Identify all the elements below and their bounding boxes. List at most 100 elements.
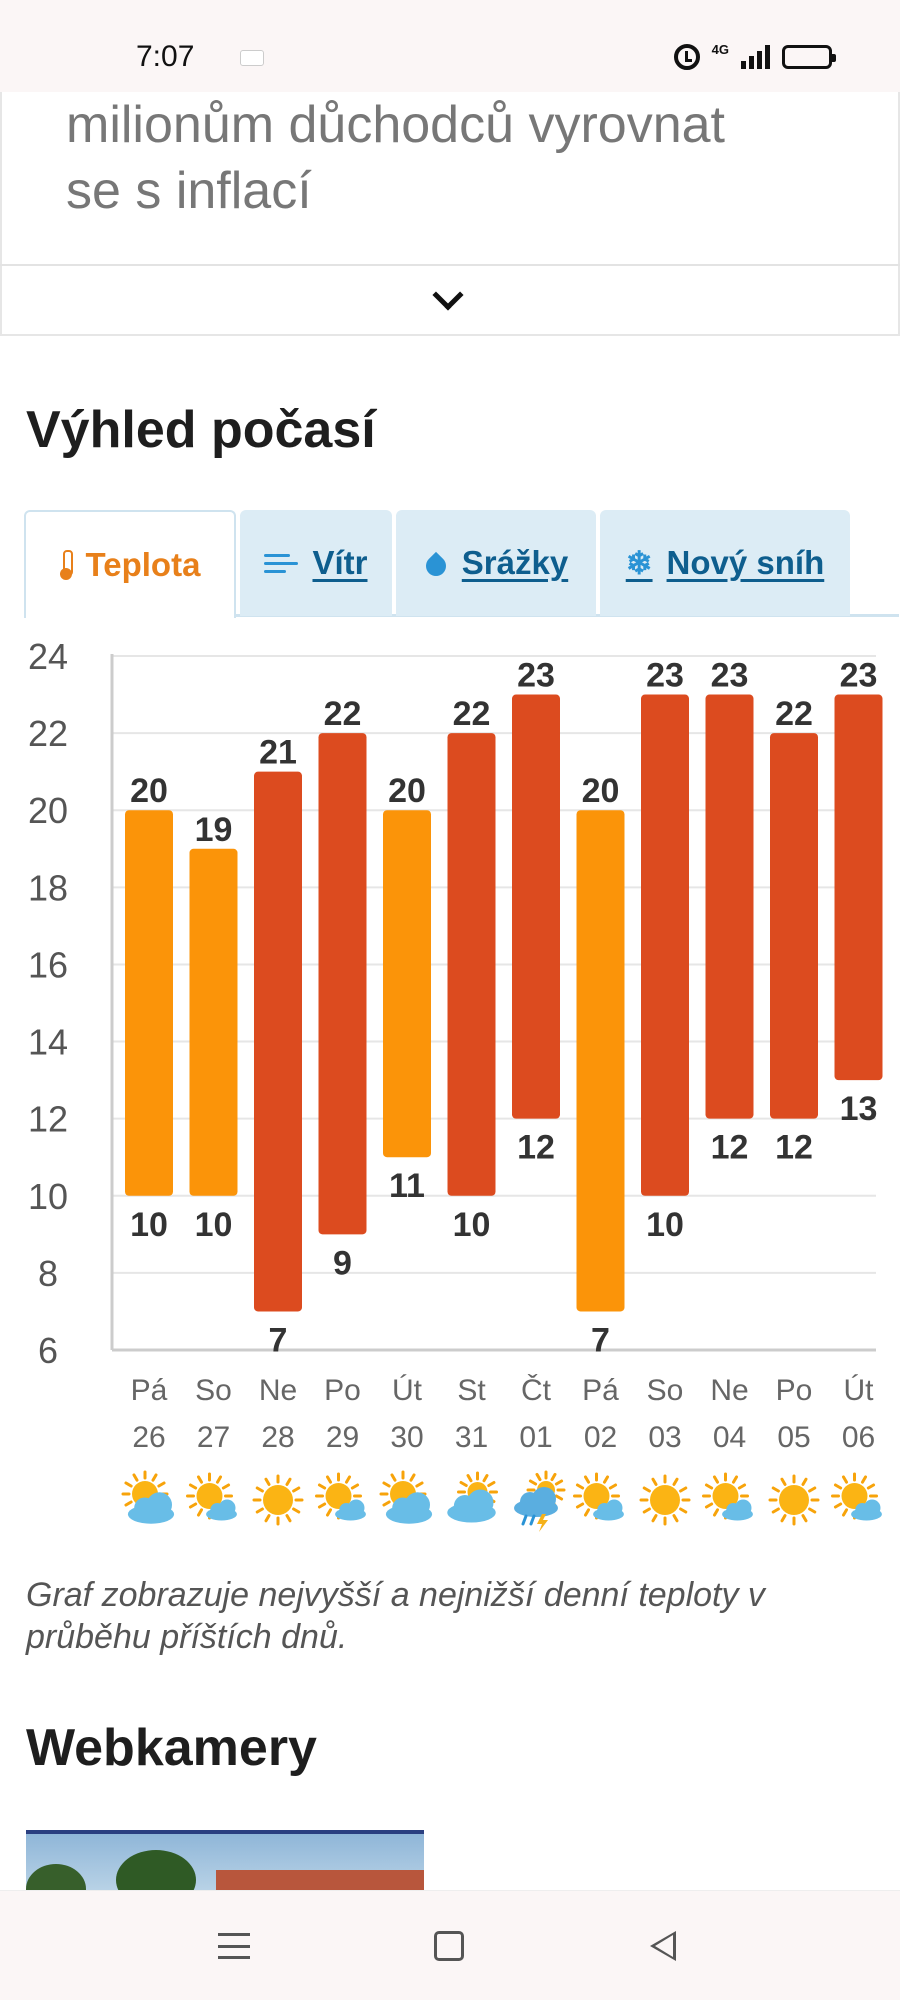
temperature-bar: [383, 810, 431, 1158]
alarm-icon: [673, 44, 700, 70]
low-temp-label: 10: [453, 1206, 491, 1244]
high-temp-label: 20: [582, 772, 620, 810]
x-tick-date: 29: [326, 1421, 359, 1454]
x-tick-date: 27: [197, 1421, 230, 1454]
sun-small-cloud-icon: [573, 1472, 624, 1521]
y-tick-label: 24: [28, 636, 68, 677]
low-temp-label: 7: [591, 1321, 610, 1359]
battery-icon: [782, 45, 836, 69]
temperature-bar: [834, 694, 883, 1081]
temperature-bar: [318, 733, 367, 1235]
divider: [0, 264, 900, 266]
navigation-bar: [0, 1890, 900, 2000]
x-tick-day: So: [195, 1374, 232, 1407]
y-tick-label: 18: [28, 867, 68, 908]
sun-icon: [639, 1474, 691, 1526]
temperature-bar: [576, 810, 625, 1312]
temperature-bar: [254, 771, 302, 1312]
tab-wind[interactable]: Vítr: [240, 510, 392, 616]
high-temp-label: 20: [388, 772, 426, 810]
x-tick-date: 30: [390, 1421, 423, 1454]
low-temp-label: 11: [389, 1167, 425, 1205]
low-temp-label: 12: [517, 1129, 555, 1167]
y-tick-label: 14: [28, 1022, 68, 1063]
low-temp-label: 10: [646, 1206, 684, 1244]
weather-tabs: Teplota Vítr Srážky ❄ Nový sníh: [24, 510, 899, 618]
thermometer-icon: [59, 550, 73, 580]
chevron-down-icon: [432, 279, 464, 311]
y-tick-label: 16: [28, 944, 68, 985]
sun-icon: [768, 1474, 820, 1526]
chart-caption: Graf zobrazuje nejvyšší a nejnižší denní…: [26, 1576, 765, 1656]
tab-precipitation[interactable]: Srážky: [396, 510, 596, 616]
x-tick-day: St: [457, 1374, 486, 1407]
x-tick-day: Po: [324, 1374, 361, 1407]
x-tick-date: 31: [455, 1421, 488, 1454]
temperature-bar: [512, 694, 560, 1119]
article-headline[interactable]: milionům důchodců vyrovnat se s inflací: [66, 92, 826, 224]
temperature-chart: 6 8 10 12 14 16 18 20 22 24 20 10 Pá 26 19 10 So 27 21 7 Ne 2…: [0, 630, 900, 1550]
article-headline-line2: se s inflací: [66, 162, 312, 220]
low-temp-label: 7: [269, 1321, 288, 1359]
weather-section-title: Výhled počasí: [26, 401, 376, 459]
x-tick-date: 06: [842, 1421, 875, 1454]
temperature-chart-svg: 6 8 10 12 14 16 18 20 22 24 20 10 Pá 26 19 10 So 27 21 7 Ne 2…: [28, 636, 883, 1532]
status-bar: 7:07 4G: [0, 0, 900, 92]
expand-button[interactable]: [0, 266, 900, 336]
high-temp-label: 23: [646, 657, 684, 695]
x-tick-date: 01: [519, 1421, 552, 1454]
high-temp-label: 19: [195, 811, 233, 849]
sun-icon: [252, 1474, 304, 1526]
x-tick-date: 04: [713, 1421, 746, 1454]
sun-small-cloud-icon: [186, 1472, 237, 1521]
home-icon[interactable]: [434, 1931, 464, 1961]
y-tick-label: 20: [28, 790, 68, 831]
sun-cloud-icon: [121, 1470, 175, 1524]
back-icon[interactable]: [650, 1931, 676, 1961]
x-tick-date: 26: [132, 1421, 165, 1454]
article-headline-line1: milionům důchodců vyrovnat: [66, 96, 725, 154]
high-temp-label: 23: [840, 657, 878, 695]
wind-icon: [264, 551, 299, 575]
tab-temperature[interactable]: Teplota: [24, 510, 236, 618]
sun-small-cloud-icon: [702, 1472, 753, 1521]
x-tick-day: Út: [844, 1374, 875, 1407]
high-temp-label: 21: [259, 734, 297, 772]
x-tick-date: 02: [584, 1421, 617, 1454]
snowflake-icon: ❄: [625, 545, 653, 581]
y-tick-label: 8: [38, 1253, 58, 1294]
article-card[interactable]: milionům důchodců vyrovnat se s inflací: [0, 92, 900, 264]
x-tick-day: So: [647, 1374, 684, 1407]
x-tick-day: Ne: [710, 1374, 748, 1407]
x-tick-day: Po: [776, 1374, 813, 1407]
high-temp-label: 22: [453, 695, 491, 733]
tab-label: Vítr: [312, 544, 368, 581]
sun-small-cloud-icon: [315, 1472, 366, 1521]
x-tick-day: Čt: [521, 1373, 552, 1407]
webcam-thumbnail[interactable]: [26, 1830, 424, 1890]
high-temp-label: 22: [775, 695, 813, 733]
y-tick-label: 10: [28, 1176, 68, 1217]
storm-icon: [514, 1470, 566, 1532]
drop-icon: [424, 548, 448, 578]
low-temp-label: 12: [711, 1129, 749, 1167]
x-tick-day: Ne: [259, 1374, 297, 1407]
x-tick-day: Út: [392, 1374, 423, 1407]
high-temp-label: 23: [711, 657, 749, 695]
tab-label: Srážky: [461, 544, 569, 581]
high-temp-label: 23: [517, 657, 555, 695]
cloud-sun-icon: [447, 1471, 498, 1523]
status-time: 7:07: [136, 40, 195, 73]
tab-new-snow[interactable]: ❄ Nový sníh: [600, 510, 850, 616]
temperature-bar: [125, 810, 173, 1196]
x-tick-date: 28: [261, 1421, 294, 1454]
signal-icon: [741, 45, 770, 69]
menu-icon[interactable]: [218, 1933, 250, 1959]
tab-label: Nový sníh: [666, 544, 825, 581]
x-tick-date: 05: [777, 1421, 810, 1454]
low-temp-label: 10: [130, 1206, 168, 1244]
x-tick-date: 03: [648, 1421, 681, 1454]
network-label: 4G: [711, 41, 729, 57]
temperature-bar: [705, 694, 754, 1119]
temperature-bar: [189, 848, 238, 1196]
